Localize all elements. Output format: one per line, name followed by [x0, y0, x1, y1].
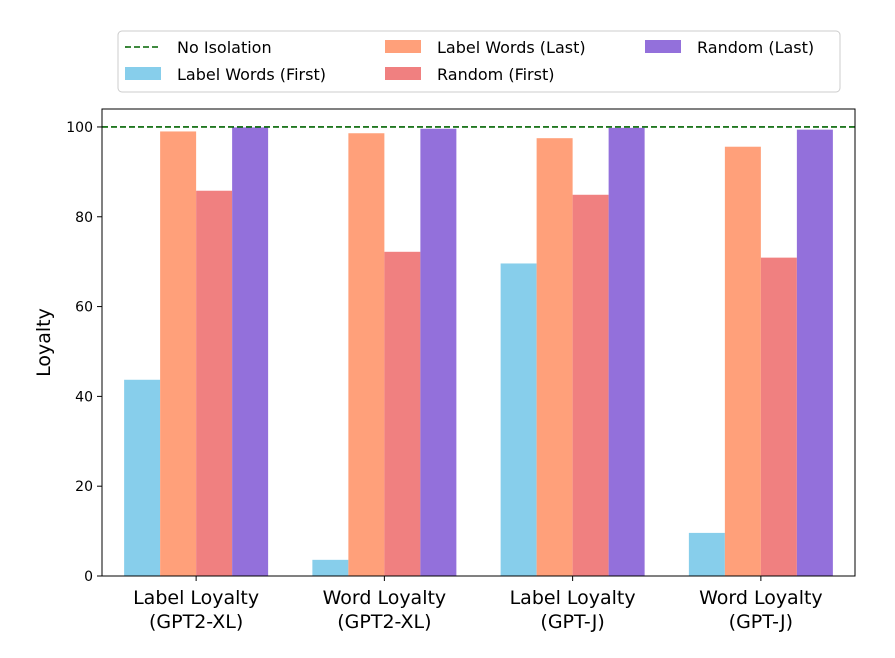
x-category-label: (GPT2-XL) — [337, 611, 431, 633]
bar-label-words-last--0 — [160, 131, 197, 577]
y-tick-label: 80 — [75, 210, 93, 226]
bar-random-first--0 — [196, 190, 233, 576]
bar-label-words-first--3 — [688, 532, 725, 576]
x-category-label: (GPT2-XL) — [149, 611, 243, 633]
bar-random-last--3 — [796, 129, 833, 576]
legend-label: Label Words (Last) — [437, 38, 586, 57]
y-tick-label: 100 — [66, 120, 93, 136]
bar-random-first--3 — [760, 257, 797, 576]
y-tick-label: 60 — [75, 300, 93, 316]
y-tick-label: 20 — [75, 479, 93, 495]
x-category-label: (GPT-J) — [540, 611, 604, 633]
x-category-label: Word Loyalty — [323, 587, 447, 609]
bar-random-first--2 — [572, 194, 609, 576]
x-axis-ticks: Label Loyalty(GPT2-XL)Word Loyalty(GPT2-… — [133, 576, 823, 633]
bar-random-last--1 — [420, 128, 457, 576]
bar-label-words-last--3 — [724, 146, 761, 576]
y-axis-ticks: 0 20 40 60 80 100 — [66, 120, 102, 585]
x-category-label: Label Loyalty — [510, 587, 636, 609]
legend-handle-patch — [125, 67, 161, 80]
bar-label-words-first--1 — [312, 559, 349, 576]
bar-random-last--2 — [608, 127, 645, 576]
y-axis-label: Loyalty — [33, 308, 55, 377]
bars-group — [124, 127, 833, 577]
y-tick-label: 40 — [75, 389, 93, 405]
legend: No Isolation Label Words (First) Label Wor… — [117, 30, 841, 93]
bar-label-words-first--0 — [124, 379, 161, 576]
bar-label-words-first--2 — [500, 263, 537, 576]
x-category-label: Label Loyalty — [133, 587, 259, 609]
x-category-label: Word Loyalty — [699, 587, 823, 609]
bar-label-words-last--1 — [348, 133, 385, 576]
bar-label-words-last--2 — [536, 138, 573, 576]
legend-handle-patch — [385, 67, 421, 80]
legend-label: Label Words (First) — [177, 65, 326, 84]
bar-random-last--0 — [232, 127, 269, 576]
legend-label: No Isolation — [177, 38, 272, 57]
plot-area-frame — [101, 108, 856, 577]
legend-label: Random (First) — [437, 65, 554, 84]
x-category-label: (GPT-J) — [729, 611, 793, 633]
legend-handle-patch — [645, 40, 681, 53]
legend-handle-patch — [385, 40, 421, 53]
legend-label: Random (Last) — [697, 38, 814, 57]
bar-random-first--1 — [384, 251, 421, 576]
y-tick-label: 0 — [84, 569, 93, 585]
